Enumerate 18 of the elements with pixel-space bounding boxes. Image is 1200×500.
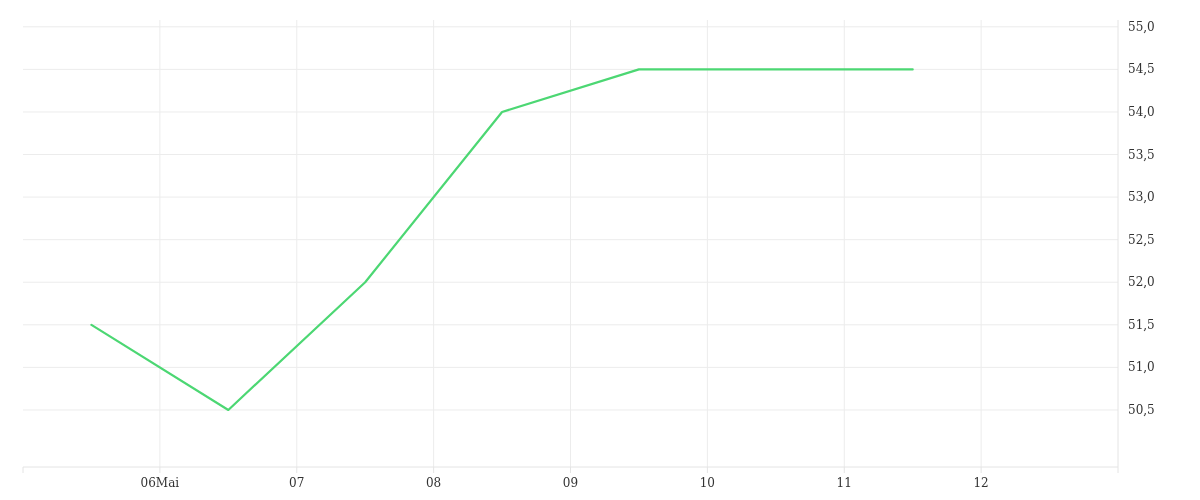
y-tick-label: 55,0	[1128, 19, 1155, 34]
y-tick-label: 52,5	[1128, 232, 1155, 247]
x-tick-label: 12	[973, 476, 989, 490]
y-tick-label: 53,0	[1128, 190, 1155, 205]
x-tick-label: 06Mai	[140, 476, 180, 490]
y-tick-label: 54,5	[1128, 62, 1155, 77]
x-tick-label: 09	[562, 476, 579, 490]
y-tick-label: 54,0	[1128, 104, 1155, 119]
x-tick-label: 08	[425, 476, 442, 490]
x-tick-label: 07	[289, 476, 305, 490]
x-tick-label: 10	[699, 476, 716, 490]
y-tick-label: 52,0	[1128, 275, 1155, 290]
y-tick-label: 51,5	[1128, 317, 1155, 332]
x-tick-label: 11	[836, 476, 852, 490]
y-tick-label: 50,5	[1128, 402, 1155, 417]
y-tick-label: 51,0	[1128, 360, 1155, 375]
y-tick-label: 53,5	[1128, 147, 1155, 162]
line-series	[90, 68, 914, 412]
